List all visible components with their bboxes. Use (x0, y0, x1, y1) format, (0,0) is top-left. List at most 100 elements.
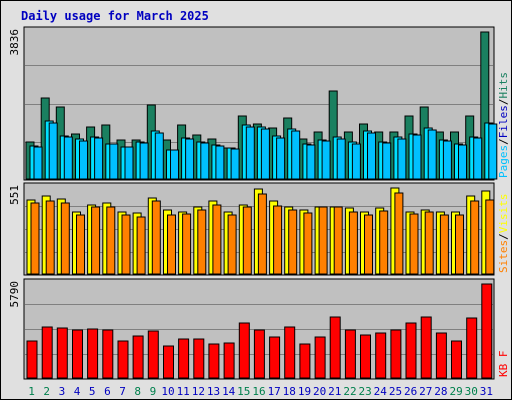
bar-pages-day-28 (442, 140, 452, 180)
bar-sites-day-9 (151, 200, 161, 275)
bar-pages-day-4 (79, 140, 88, 180)
legend-entry: Hits (497, 72, 510, 99)
bar-kb-f-day-21 (329, 316, 341, 379)
day-label-5: 5 (89, 385, 96, 398)
bar-sites-day-21 (333, 206, 343, 275)
bar-kb-f-day-2 (41, 326, 53, 379)
bar-kb-f-day-31 (481, 283, 493, 379)
bar-pages-day-12 (200, 142, 210, 180)
bar-kb-f-day-16 (253, 329, 265, 379)
legend-entry: Visits (497, 194, 510, 234)
bar-sites-day-12 (197, 209, 207, 275)
bar-sites-day-10 (167, 214, 176, 275)
bar-kb-f-day-22 (344, 329, 356, 379)
bar-kb-f-day-28 (435, 332, 447, 379)
bar-sites-day-15 (242, 206, 252, 275)
bar-sites-day-3 (60, 202, 70, 275)
bar-pages-day-7 (124, 146, 134, 180)
bar-kb-f-day-29 (451, 340, 462, 379)
bar-sites-day-14 (227, 214, 237, 275)
bar-sites-day-29 (455, 214, 464, 275)
bar-pages-day-23 (367, 132, 376, 180)
bar-sites-day-22 (348, 211, 358, 275)
bar-pages-day-11 (185, 138, 195, 180)
svg-text:Pages/Files/Hits: Pages/Files/Hits (497, 72, 510, 178)
bar-pages-day-14 (230, 148, 240, 180)
day-label-13: 13 (207, 385, 220, 398)
day-label-14: 14 (222, 385, 236, 398)
day-label-17: 17 (268, 385, 281, 398)
bar-pages-day-29 (458, 144, 467, 180)
day-label-8: 8 (134, 385, 141, 398)
bar-kb-f-day-12 (193, 338, 205, 379)
bar-sites-day-7 (121, 214, 131, 275)
bar-sites-day-23 (364, 214, 373, 275)
bar-sites-day-13 (212, 204, 222, 275)
chart-panel-3: 5790 KB F (8, 278, 510, 380)
bar-pages-day-19 (306, 144, 316, 180)
bar-kb-f-day-26 (405, 322, 417, 379)
panel-legend: Pages/Files/Hits (497, 72, 510, 178)
bar-pages-day-21 (336, 138, 346, 180)
bar-pages-day-1 (33, 146, 43, 180)
bar-pages-day-3 (63, 136, 73, 180)
bar-kb-f-day-3 (56, 327, 68, 379)
bar-sites-day-20 (318, 206, 328, 275)
bar-pages-day-22 (351, 143, 361, 180)
bar-sites-day-8 (136, 216, 146, 275)
day-label-21: 21 (328, 385, 341, 398)
day-label-15: 15 (237, 385, 250, 398)
bar-pages-day-15 (245, 126, 255, 180)
bar-pages-day-8 (139, 142, 149, 180)
bar-pages-day-27 (427, 129, 437, 180)
bar-kb-f-day-17 (269, 336, 281, 379)
bar-pages-day-20 (321, 140, 331, 180)
bar-pages-day-26 (412, 134, 422, 180)
bar-sites-day-1 (30, 202, 40, 275)
bar-kb-f-day-10 (163, 345, 174, 379)
bar-kb-f-day-25 (390, 329, 402, 379)
bar-kb-f-day-4 (72, 329, 83, 379)
bar-pages-day-17 (276, 137, 286, 180)
day-label-20: 20 (313, 385, 326, 398)
day-label-7: 7 (119, 385, 126, 398)
day-label-31: 31 (480, 385, 493, 398)
day-label-26: 26 (404, 385, 417, 398)
bar-kb-f-day-24 (375, 332, 387, 379)
svg-text:Sites/Visits: Sites/Visits (497, 194, 510, 274)
y-max-label: 551 (8, 185, 21, 205)
day-label-18: 18 (283, 385, 296, 398)
day-label-28: 28 (434, 385, 447, 398)
bar-pages-day-16 (260, 128, 270, 180)
bar-sites-day-5 (91, 206, 101, 275)
bar-sites-day-30 (470, 200, 480, 275)
chart-panel-1: 3836 Pages/Files/Hits (8, 26, 510, 181)
day-label-6: 6 (104, 385, 111, 398)
bar-kb-f-day-1 (26, 340, 38, 379)
legend-entry: / (497, 233, 510, 240)
day-label-16: 16 (252, 385, 265, 398)
bar-kb-f-day-9 (147, 330, 159, 379)
bar-kb-f-day-20 (314, 336, 326, 379)
day-label-25: 25 (389, 385, 402, 398)
bar-sites-day-11 (182, 213, 192, 275)
day-label-9: 9 (150, 385, 157, 398)
bar-pages-day-13 (215, 145, 225, 180)
bar-sites-day-17 (273, 205, 283, 275)
bar-sites-day-18 (288, 209, 298, 275)
day-label-29: 29 (449, 385, 462, 398)
day-label-10: 10 (161, 385, 174, 398)
bar-sites-day-27 (424, 211, 434, 275)
bar-kb-f-day-14 (223, 342, 235, 379)
day-label-23: 23 (358, 385, 371, 398)
bar-pages-day-30 (473, 137, 483, 180)
day-label-1: 1 (28, 385, 35, 398)
day-label-30: 30 (465, 385, 478, 398)
bar-sites-day-31 (485, 199, 495, 275)
bar-sites-day-28 (439, 214, 449, 275)
y-max-label: 3836 (8, 29, 21, 56)
bar-kb-f-day-5 (87, 328, 99, 379)
bar-pages-day-10 (170, 149, 179, 180)
